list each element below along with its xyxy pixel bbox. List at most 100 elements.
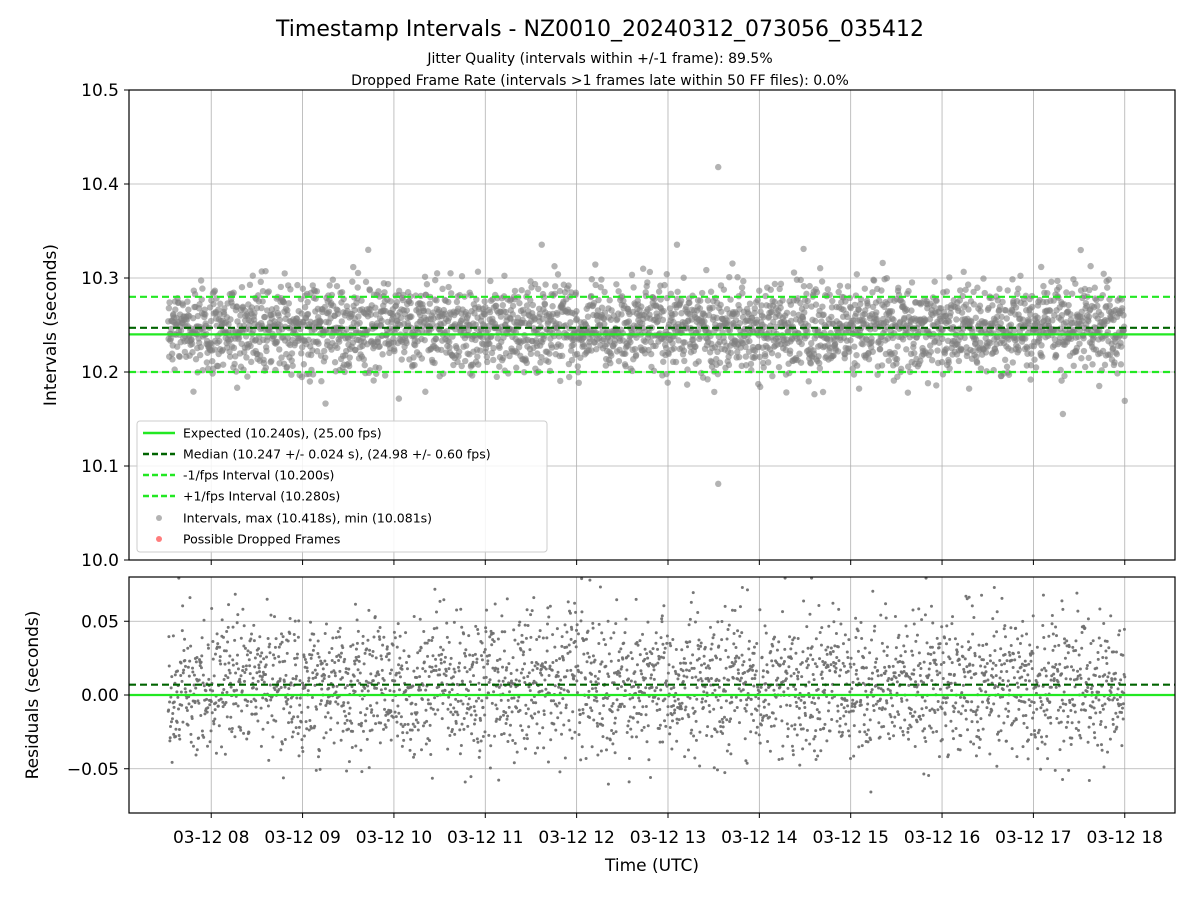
interval-point — [613, 281, 620, 288]
residual-point — [435, 626, 439, 630]
residual-point — [707, 703, 711, 707]
residual-point — [698, 730, 702, 734]
residual-point — [434, 664, 438, 668]
interval-point — [847, 337, 854, 344]
interval-point — [577, 354, 584, 361]
interval-point — [783, 389, 790, 396]
residual-point — [691, 706, 695, 710]
residual-point — [355, 658, 359, 662]
interval-point — [625, 318, 633, 325]
residual-point — [340, 676, 344, 680]
residual-point — [292, 633, 296, 637]
residual-point — [505, 666, 509, 670]
residual-point — [202, 735, 206, 739]
interval-point — [580, 342, 588, 350]
legend-label-plus-interval: +1/fps Interval (10.280s) — [183, 489, 340, 504]
residual-point — [356, 679, 360, 683]
residual-point — [365, 737, 369, 741]
residual-point — [744, 759, 748, 763]
residual-point — [669, 687, 673, 691]
residual-point — [265, 597, 269, 601]
interval-point — [740, 278, 747, 285]
interval-point — [326, 282, 333, 289]
interval-point — [622, 363, 629, 370]
residual-point — [490, 643, 494, 647]
residual-point — [529, 635, 533, 639]
residual-point — [696, 678, 700, 682]
interval-point — [1089, 361, 1096, 368]
interval-point — [462, 342, 470, 349]
residual-point — [379, 688, 383, 692]
interval-point — [853, 271, 861, 278]
residual-point — [560, 644, 564, 648]
residual-point — [233, 735, 237, 739]
legend-label-expected: Expected (10.240s), (25.00 fps) — [183, 426, 382, 441]
interval-point — [445, 298, 452, 306]
residual-point — [601, 723, 605, 727]
interval-point — [227, 316, 234, 323]
residual-point — [305, 666, 309, 670]
interval-point — [502, 308, 509, 316]
residual-point — [672, 686, 676, 690]
residual-point — [311, 671, 315, 675]
residual-point — [192, 673, 196, 677]
residual-point — [435, 610, 438, 614]
residual-point — [488, 678, 492, 682]
interval-point — [454, 358, 461, 366]
residual-point — [508, 690, 512, 694]
interval-point — [490, 356, 497, 364]
interval-point — [438, 346, 445, 354]
residual-point — [314, 675, 318, 679]
residual-point — [264, 663, 268, 667]
interval-point — [747, 360, 755, 368]
residual-point — [756, 685, 760, 689]
interval-point — [551, 290, 559, 297]
intervals-scatter — [165, 163, 1128, 488]
residual-point — [677, 718, 681, 722]
interval-point — [523, 302, 531, 309]
residual-point — [272, 615, 276, 619]
residual-point — [503, 676, 507, 680]
residual-point — [558, 770, 562, 774]
residual-point — [743, 670, 747, 674]
residual-point — [555, 627, 559, 631]
residual-point — [704, 699, 708, 703]
interval-point — [235, 334, 243, 341]
residual-point — [327, 651, 331, 655]
interval-point — [523, 359, 530, 367]
residual-point — [200, 729, 204, 733]
residual-point — [459, 744, 463, 748]
residual-point — [236, 704, 240, 708]
interval-point — [331, 359, 339, 366]
residual-point — [477, 681, 481, 685]
residual-point — [227, 668, 231, 672]
residual-point — [544, 687, 548, 691]
residual-point — [462, 727, 466, 731]
interval-point — [338, 318, 345, 325]
residual-point — [182, 648, 186, 652]
interval-point — [301, 321, 308, 329]
residual-point — [374, 722, 378, 726]
residual-point — [468, 653, 472, 657]
residual-point — [449, 656, 453, 660]
interval-point — [690, 336, 697, 343]
residual-point — [426, 698, 430, 702]
interval-point — [446, 338, 453, 346]
residual-point — [194, 753, 198, 757]
interval-point — [445, 283, 452, 291]
residual-point — [189, 732, 193, 736]
interval-point — [1012, 304, 1020, 311]
residual-point — [311, 676, 315, 680]
interval-point — [214, 362, 222, 370]
residual-point — [277, 645, 281, 649]
residual-point — [745, 588, 749, 592]
interval-point — [1034, 314, 1041, 321]
residual-point — [511, 656, 515, 660]
residual-point — [703, 685, 707, 689]
interval-point — [999, 298, 1006, 306]
residual-point — [294, 726, 298, 730]
residual-point — [308, 638, 312, 642]
interval-point — [655, 288, 663, 295]
interval-point — [945, 359, 952, 366]
interval-point — [537, 359, 544, 366]
